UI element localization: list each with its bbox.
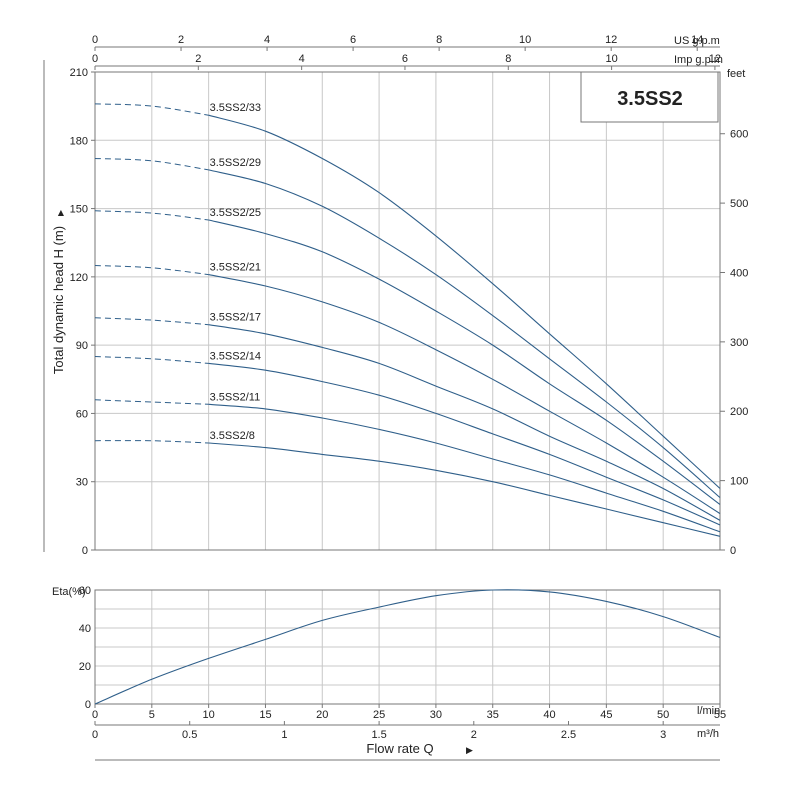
feet-tick-label: 600 xyxy=(730,129,748,141)
head-ytick-label: 90 xyxy=(76,340,88,352)
m3h-tick-label: 2 xyxy=(471,729,477,741)
head-ytick-label: 120 xyxy=(70,272,88,284)
lmin-unit-label: l/min xyxy=(697,705,720,717)
eta-ytick-label: 60 xyxy=(79,585,91,597)
feet-tick-label: 200 xyxy=(730,406,748,418)
flow-rate-axis-label: Flow rate Q xyxy=(366,741,433,756)
m3h-tick-label: 1.5 xyxy=(371,729,386,741)
us-gpm-unit-label: US g.p.m xyxy=(674,35,720,47)
head-axis-label: Total dynamic head H (m) xyxy=(51,226,66,374)
head-curve xyxy=(208,169,721,499)
us-gpm-tick-label: 6 xyxy=(350,34,356,46)
head-curve-dashed xyxy=(94,399,209,405)
m3h-tick-label: 2.5 xyxy=(561,729,576,741)
imp-gpm-tick-label: 6 xyxy=(402,53,408,65)
model-badge-text: 3.5SS2 xyxy=(617,88,683,110)
us-gpm-tick-label: 10 xyxy=(519,34,531,46)
imp-gpm-tick-label: 0 xyxy=(92,53,98,65)
head-curve-dashed xyxy=(94,356,209,364)
head-curve-label: 3.5SS2/29 xyxy=(210,157,261,169)
head-curve-label: 3.5SS2/11 xyxy=(210,391,261,403)
head-curve-label: 3.5SS2/25 xyxy=(210,207,261,219)
head-curve-label: 3.5SS2/17 xyxy=(210,312,261,324)
lmin-tick-label: 55 xyxy=(714,709,726,721)
head-curve xyxy=(208,324,721,521)
lmin-tick-label: 0 xyxy=(92,709,98,721)
head-curve-dashed xyxy=(94,103,209,116)
imp-gpm-tick-label: 12 xyxy=(709,53,721,65)
lmin-tick-label: 50 xyxy=(657,709,669,721)
eta-axis-label: Eta(%) xyxy=(52,586,86,598)
m3h-unit-label: m³/h xyxy=(697,728,719,740)
lmin-tick-label: 5 xyxy=(149,709,155,721)
eta-curve xyxy=(94,589,721,705)
head-ytick-label: 0 xyxy=(82,545,88,557)
head-ytick-label: 60 xyxy=(76,408,88,420)
feet-tick-label: 300 xyxy=(730,337,748,349)
m3h-tick-label: 1 xyxy=(281,729,287,741)
imp-gpm-tick-label: 4 xyxy=(299,53,305,65)
flow-rate-arrow-icon: ▶ xyxy=(466,745,473,755)
lmin-tick-label: 10 xyxy=(203,709,215,721)
eta-ytick-label: 0 xyxy=(85,699,91,711)
head-curve-dashed xyxy=(94,158,209,171)
head-axis-arrow-icon: ▶ xyxy=(56,209,65,216)
eta-plot-frame xyxy=(94,589,721,705)
us-gpm-tick-label: 0 xyxy=(92,34,98,46)
lmin-tick-label: 25 xyxy=(373,709,385,721)
lmin-tick-label: 15 xyxy=(259,709,271,721)
head-ytick-label: 150 xyxy=(70,204,88,216)
head-curve-label: 3.5SS2/8 xyxy=(210,430,255,442)
feet-tick-label: 0 xyxy=(730,545,736,557)
lmin-tick-label: 40 xyxy=(543,709,555,721)
labels: 03060901201501802100100200300400500600▶0… xyxy=(56,34,748,741)
head-curve-label: 3.5SS2/14 xyxy=(210,350,261,362)
head-ytick-label: 30 xyxy=(76,477,88,489)
head-curve xyxy=(208,442,721,537)
feet-tick-label: 500 xyxy=(730,198,748,210)
us-gpm-tick-label: 12 xyxy=(605,34,617,46)
lmin-tick-label: 35 xyxy=(487,709,499,721)
eta-ytick-label: 40 xyxy=(79,623,91,635)
head-plot-frame xyxy=(94,71,721,551)
head-curve-label: 3.5SS2/33 xyxy=(210,102,261,114)
head-curve xyxy=(208,219,721,505)
lmin-tick-label: 30 xyxy=(430,709,442,721)
us-gpm-tick-label: 8 xyxy=(436,34,442,46)
us-gpm-tick-label: 2 xyxy=(178,34,184,46)
us-gpm-tick-label: 14 xyxy=(691,34,703,46)
feet-unit-label: feet xyxy=(727,68,745,80)
m3h-tick-label: 0.5 xyxy=(182,729,197,741)
lmin-tick-label: 45 xyxy=(600,709,612,721)
head-curve xyxy=(208,114,721,489)
axes xyxy=(43,46,725,761)
feet-tick-label: 400 xyxy=(730,267,748,279)
imp-gpm-tick-label: 10 xyxy=(605,53,617,65)
m3h-tick-label: 3 xyxy=(660,729,666,741)
head-curve-dashed xyxy=(94,265,209,276)
head-curve xyxy=(208,362,721,526)
head-ytick-label: 210 xyxy=(70,67,88,79)
eta-ytick-label: 20 xyxy=(79,661,91,673)
head-curve-dashed xyxy=(94,210,209,221)
lmin-tick-label: 20 xyxy=(316,709,328,721)
imp-gpm-tick-label: 8 xyxy=(505,53,511,65)
curves xyxy=(94,103,721,705)
head-curve xyxy=(208,403,721,533)
head-curve-dashed xyxy=(94,317,209,326)
m3h-tick-label: 0 xyxy=(92,729,98,741)
head-curve-label: 3.5SS2/21 xyxy=(210,262,261,274)
head-curve xyxy=(208,274,721,515)
imp-gpm-unit-label: Imp g.p.m xyxy=(674,54,723,66)
imp-gpm-tick-label: 2 xyxy=(195,53,201,65)
head-ytick-label: 180 xyxy=(70,135,88,147)
us-gpm-tick-label: 4 xyxy=(264,34,270,46)
model-badge: 3.5SS2 xyxy=(580,71,719,123)
head-curve-dashed xyxy=(94,440,209,444)
feet-tick-label: 100 xyxy=(730,476,748,488)
